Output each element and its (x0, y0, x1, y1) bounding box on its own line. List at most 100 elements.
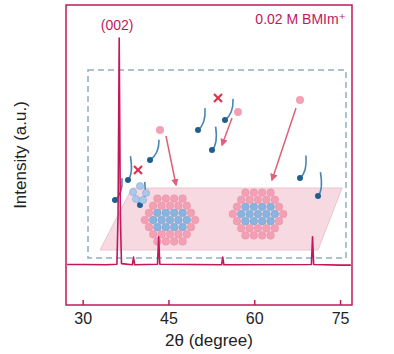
arrow (166, 136, 176, 185)
atom (267, 217, 275, 225)
atom (267, 203, 275, 211)
x-axis-label: 2θ (degree) (165, 331, 253, 350)
atom (183, 230, 191, 238)
atom (149, 230, 157, 238)
atom (129, 188, 136, 195)
substrate (100, 188, 342, 250)
atom (187, 223, 195, 231)
atom (258, 203, 266, 211)
atom (162, 223, 170, 231)
atom (263, 196, 271, 204)
bmim-cation (125, 156, 131, 183)
atom (175, 202, 183, 210)
atom (191, 216, 199, 224)
atom (271, 196, 279, 204)
atom (229, 210, 237, 218)
x-tick (254, 300, 256, 305)
x-tick-label: 75 (332, 310, 350, 327)
atom (242, 203, 250, 211)
atom (246, 210, 254, 218)
atom (149, 202, 157, 210)
atom (179, 238, 187, 246)
ion (156, 126, 164, 134)
atom (175, 216, 183, 224)
plot-area (67, 38, 351, 265)
bmim-cation (315, 172, 321, 199)
cation-head (147, 157, 153, 163)
atom (158, 202, 166, 210)
atom (154, 195, 162, 203)
cation-head (112, 197, 118, 203)
bmim-cation (297, 155, 306, 181)
atom (179, 195, 187, 203)
atom (263, 224, 271, 232)
atom (170, 209, 178, 217)
atom (158, 216, 166, 224)
x-tick (82, 300, 84, 305)
atom (179, 209, 187, 217)
atom (242, 189, 250, 197)
atom (136, 182, 143, 189)
atom (154, 223, 162, 231)
nucleus (141, 195, 199, 245)
atom (162, 195, 170, 203)
atom (141, 216, 149, 224)
atom (275, 217, 283, 225)
inset-schematic (88, 70, 346, 258)
ion (234, 108, 242, 116)
cation-head (209, 147, 215, 153)
atom (166, 230, 174, 238)
atom (246, 224, 254, 232)
atom (250, 232, 258, 240)
arrow (222, 118, 232, 145)
cation-head (125, 177, 131, 183)
atom (154, 238, 162, 246)
y-axis-label: Intensity (a.u.) (11, 101, 30, 209)
x-tick (340, 300, 342, 305)
atom (254, 210, 262, 218)
atom (263, 210, 271, 218)
legend-entry: 0.02 M BMIm⁺ (255, 11, 346, 27)
atom (132, 195, 139, 202)
atom (275, 203, 283, 211)
atom (145, 209, 153, 217)
bmim-cation (195, 108, 205, 133)
bmim-cation (209, 127, 216, 153)
atom (183, 202, 191, 210)
x-tick (168, 300, 170, 305)
arrow (272, 108, 296, 180)
blocked-mark (134, 166, 142, 174)
atom (170, 238, 178, 246)
nucleus (229, 189, 287, 239)
ion (296, 96, 304, 104)
atom (154, 209, 162, 217)
atom (267, 232, 275, 240)
atom (250, 203, 258, 211)
atom (237, 210, 245, 218)
atom (250, 189, 258, 197)
atom (258, 232, 266, 240)
atom (258, 189, 266, 197)
atom (166, 202, 174, 210)
atom (170, 195, 178, 203)
cation-head (222, 117, 228, 123)
blocked-mark (214, 94, 222, 102)
atom (139, 196, 146, 203)
cation-head (315, 193, 321, 199)
atom (254, 196, 262, 204)
atom (254, 224, 262, 232)
x-tick-label: 60 (246, 310, 264, 327)
x-tick-label: 30 (74, 310, 92, 327)
x-tick-label: 45 (160, 310, 178, 327)
atom (233, 217, 241, 225)
atom (170, 223, 178, 231)
atom (250, 217, 258, 225)
inset-frame (88, 70, 346, 258)
atom (233, 203, 241, 211)
atom (271, 210, 279, 218)
atom (267, 189, 275, 197)
atom (271, 224, 279, 232)
atom (149, 216, 157, 224)
xrd-line (67, 38, 351, 265)
atom (179, 223, 187, 231)
